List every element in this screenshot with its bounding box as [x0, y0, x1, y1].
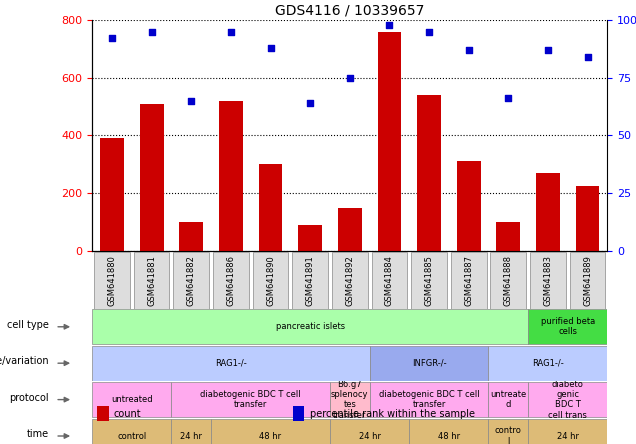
Text: untreated: untreated: [111, 395, 153, 404]
Text: genotype/variation: genotype/variation: [0, 357, 49, 366]
Text: GSM641880: GSM641880: [107, 255, 116, 306]
Text: control: control: [117, 432, 146, 440]
Text: diabeto
genic
BDC T
cell trans: diabeto genic BDC T cell trans: [548, 380, 587, 420]
Bar: [488, 382, 528, 417]
Bar: [488, 419, 528, 444]
Text: 24 hr: 24 hr: [180, 432, 202, 440]
Bar: [536, 173, 560, 251]
Text: count: count: [114, 409, 141, 419]
Text: GSM641883: GSM641883: [543, 255, 553, 306]
Text: GSM641888: GSM641888: [504, 255, 513, 306]
Bar: [409, 419, 488, 444]
FancyBboxPatch shape: [213, 252, 249, 309]
Bar: [92, 346, 370, 381]
Point: [345, 74, 355, 81]
FancyBboxPatch shape: [134, 252, 169, 309]
Point: [305, 99, 315, 107]
Text: GSM641881: GSM641881: [147, 255, 156, 306]
Text: purified beta
cells: purified beta cells: [541, 317, 595, 337]
Bar: [100, 139, 124, 251]
Bar: [497, 222, 520, 251]
Text: GSM641887: GSM641887: [464, 255, 473, 306]
Text: GSM641891: GSM641891: [306, 255, 315, 306]
Bar: [528, 382, 607, 417]
FancyBboxPatch shape: [293, 252, 328, 309]
FancyBboxPatch shape: [530, 252, 566, 309]
Bar: [330, 382, 370, 417]
Point: [583, 53, 593, 60]
Point: [424, 28, 434, 35]
Text: percentile rank within the sample: percentile rank within the sample: [310, 409, 474, 419]
Bar: [330, 419, 409, 444]
Text: 48 hr: 48 hr: [438, 432, 460, 440]
Text: GSM641886: GSM641886: [226, 255, 235, 306]
Bar: [370, 382, 488, 417]
FancyBboxPatch shape: [451, 252, 487, 309]
Bar: [576, 186, 600, 251]
FancyBboxPatch shape: [570, 252, 605, 309]
Text: GSM641885: GSM641885: [425, 255, 434, 306]
Point: [146, 28, 156, 35]
Text: untreate
d: untreate d: [490, 390, 527, 409]
Bar: [298, 225, 322, 251]
Text: 48 hr: 48 hr: [259, 432, 282, 440]
Point: [226, 28, 236, 35]
Point: [186, 97, 197, 104]
Bar: [338, 208, 362, 251]
Text: time: time: [27, 429, 49, 439]
Point: [464, 47, 474, 54]
Text: diabetogenic BDC T cell
transfer: diabetogenic BDC T cell transfer: [200, 390, 301, 409]
Bar: [293, 406, 305, 421]
FancyBboxPatch shape: [94, 252, 130, 309]
Text: contro
l: contro l: [495, 426, 522, 444]
Point: [384, 21, 394, 28]
Text: protocol: protocol: [10, 393, 49, 403]
Text: 24 hr: 24 hr: [556, 432, 579, 440]
Text: RAG1-/-: RAG1-/-: [532, 359, 563, 368]
Bar: [140, 104, 163, 251]
Bar: [97, 406, 109, 421]
FancyBboxPatch shape: [411, 252, 447, 309]
Text: GSM641890: GSM641890: [266, 255, 275, 306]
Bar: [172, 382, 330, 417]
Bar: [528, 419, 607, 444]
Text: cell type: cell type: [7, 320, 49, 330]
Bar: [259, 164, 282, 251]
Text: GSM641889: GSM641889: [583, 255, 592, 306]
Text: GSM641892: GSM641892: [345, 255, 354, 306]
Text: GSM641882: GSM641882: [187, 255, 196, 306]
Text: B6.g7
splenocy
tes
transfer: B6.g7 splenocy tes transfer: [331, 380, 368, 420]
Bar: [92, 419, 172, 444]
Text: GSM641884: GSM641884: [385, 255, 394, 306]
FancyBboxPatch shape: [332, 252, 368, 309]
Bar: [179, 222, 203, 251]
Text: 24 hr: 24 hr: [359, 432, 380, 440]
Text: RAG1-/-: RAG1-/-: [215, 359, 247, 368]
Bar: [370, 346, 488, 381]
Bar: [457, 162, 481, 251]
FancyBboxPatch shape: [174, 252, 209, 309]
Bar: [488, 346, 607, 381]
FancyBboxPatch shape: [371, 252, 407, 309]
Bar: [417, 95, 441, 251]
Point: [265, 44, 275, 51]
FancyBboxPatch shape: [252, 252, 288, 309]
Bar: [172, 419, 211, 444]
Title: GDS4116 / 10339657: GDS4116 / 10339657: [275, 4, 424, 17]
Point: [543, 47, 553, 54]
Bar: [92, 382, 172, 417]
Text: pancreatic islets: pancreatic islets: [275, 322, 345, 331]
Bar: [211, 419, 330, 444]
Point: [107, 35, 117, 42]
Bar: [219, 101, 243, 251]
Point: [503, 95, 513, 102]
FancyBboxPatch shape: [490, 252, 526, 309]
Bar: [378, 32, 401, 251]
Text: INFGR-/-: INFGR-/-: [411, 359, 446, 368]
Text: diabetogenic BDC T cell
transfer: diabetogenic BDC T cell transfer: [379, 390, 480, 409]
Bar: [92, 309, 528, 344]
Bar: [528, 309, 607, 344]
